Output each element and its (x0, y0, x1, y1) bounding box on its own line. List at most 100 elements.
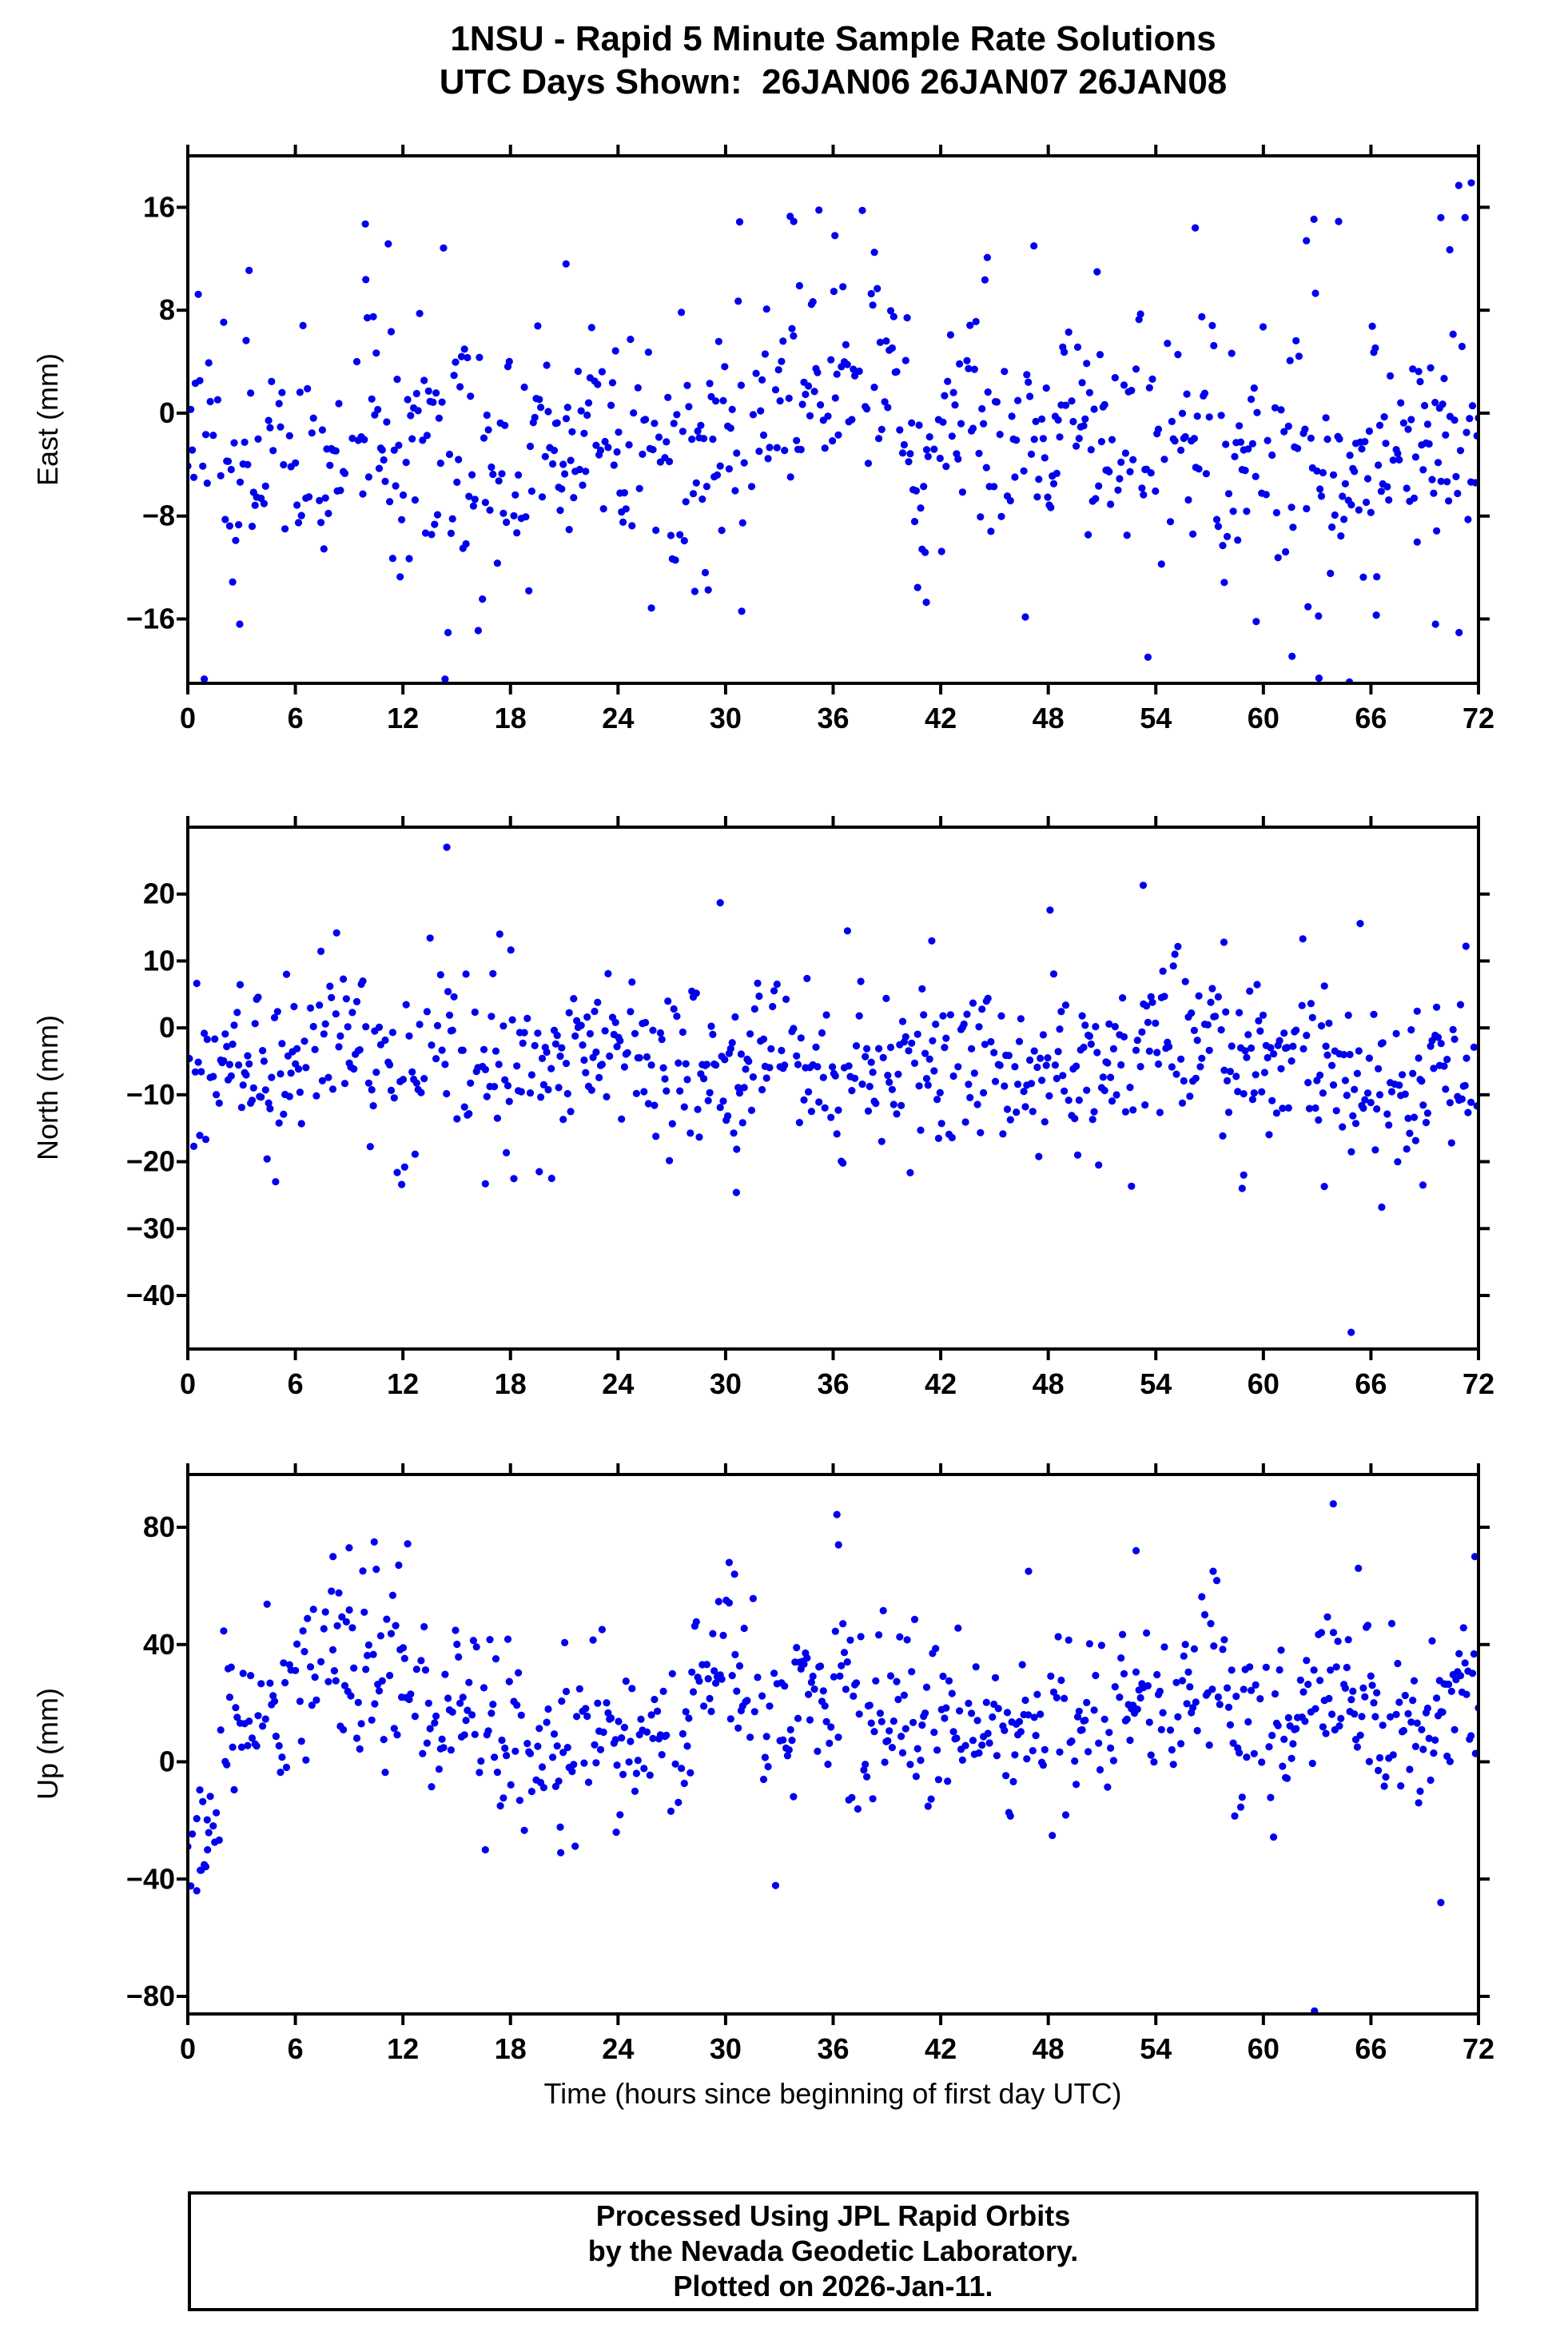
data-point (270, 1697, 279, 1705)
data-point (864, 460, 873, 468)
data-point (1470, 1553, 1478, 1561)
data-point (1419, 1101, 1427, 1109)
data-point (1423, 1109, 1431, 1117)
x-tick-label: 24 (602, 1367, 634, 1400)
data-point (412, 389, 420, 398)
data-point (774, 366, 782, 374)
data-point (1159, 1709, 1167, 1717)
data-point (359, 490, 367, 498)
data-point (857, 1633, 865, 1641)
data-point (984, 388, 992, 396)
data-point (1177, 446, 1185, 455)
data-point (1464, 515, 1472, 523)
data-point (261, 1086, 269, 1094)
data-point (989, 1713, 997, 1721)
data-point (726, 1045, 734, 1053)
data-point (1451, 1725, 1459, 1733)
data-point (539, 1784, 548, 1792)
data-point (635, 484, 643, 492)
data-point (465, 1678, 473, 1686)
data-point (1385, 1121, 1393, 1129)
data-point (922, 1075, 931, 1083)
data-point (661, 1075, 669, 1083)
data-point (575, 1685, 583, 1693)
data-point (1226, 1721, 1234, 1729)
data-point (1303, 1032, 1311, 1040)
data-point (1361, 1693, 1369, 1701)
data-point (372, 1069, 380, 1076)
data-point (682, 1708, 690, 1716)
data-point (1327, 569, 1335, 578)
data-point (513, 1062, 521, 1070)
data-point (738, 607, 746, 615)
data-point (788, 1737, 796, 1745)
data-point (257, 1680, 265, 1688)
data-point (809, 1672, 817, 1681)
data-point (1160, 993, 1168, 1001)
data-point (990, 1049, 998, 1057)
data-point (628, 1685, 636, 1693)
data-point (1073, 1781, 1080, 1789)
data-point (985, 1739, 993, 1747)
data-point (340, 1080, 349, 1088)
data-point (526, 442, 535, 451)
data-point (1008, 412, 1016, 420)
data-point (1418, 1077, 1426, 1085)
data-point (1458, 342, 1466, 351)
data-point (675, 1059, 683, 1067)
data-point (968, 1045, 976, 1053)
data-point (862, 1761, 870, 1769)
data-point (431, 520, 439, 528)
data-point (1332, 1107, 1340, 1115)
data-point (260, 499, 268, 507)
data-point (885, 1078, 893, 1086)
data-point (1081, 415, 1089, 423)
data-point (1401, 1691, 1409, 1700)
data-point (836, 1672, 844, 1680)
data-point (481, 1065, 490, 1073)
data-point (455, 1653, 463, 1661)
data-point (592, 1759, 600, 1767)
data-point (1340, 1051, 1348, 1059)
data-point (927, 1795, 935, 1803)
data-point (1178, 1099, 1187, 1107)
data-point (1219, 1646, 1227, 1654)
data-point (336, 487, 344, 495)
data-point (1120, 381, 1128, 389)
data-point (695, 1677, 703, 1685)
data-point (733, 1145, 741, 1153)
data-point (1200, 1610, 1209, 1619)
data-point (925, 1055, 933, 1063)
data-point (481, 1846, 489, 1854)
x-tick-label: 18 (495, 702, 527, 734)
data-point (501, 1744, 509, 1753)
data-point (1061, 401, 1070, 409)
data-point (956, 1707, 964, 1715)
data-point (352, 997, 361, 1005)
data-point (544, 1085, 552, 1094)
data-point (1287, 1057, 1295, 1065)
data-point (354, 1698, 362, 1706)
data-point (805, 382, 813, 390)
data-point (718, 527, 726, 535)
data-point (421, 1666, 430, 1674)
y-tick-label: −30 (126, 1212, 175, 1244)
data-point (488, 463, 495, 472)
data-point (1220, 1636, 1228, 1644)
data-point (994, 1705, 1002, 1713)
data-point (863, 1773, 871, 1781)
data-point (364, 1079, 372, 1087)
y-tick-label: −8 (142, 499, 175, 532)
data-point (217, 1726, 225, 1734)
data-point (280, 1659, 288, 1667)
data-point (1471, 479, 1478, 487)
data-point (937, 1120, 945, 1128)
data-point (900, 1691, 908, 1699)
data-point (1463, 428, 1470, 436)
data-point (292, 459, 300, 467)
data-point (594, 380, 602, 388)
data-point (1096, 1765, 1104, 1774)
data-point (1252, 472, 1260, 480)
data-point (285, 1092, 293, 1100)
data-point (547, 1174, 555, 1183)
